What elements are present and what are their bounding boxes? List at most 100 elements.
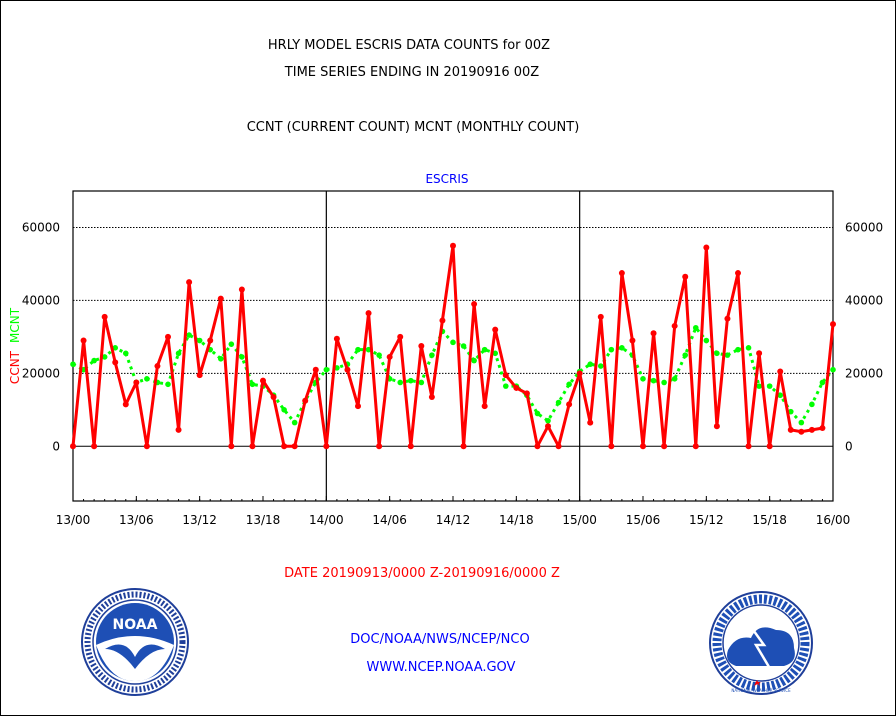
data-point-ccnt — [777, 368, 784, 375]
series-line-ccnt — [71, 244, 835, 448]
data-point-ccnt — [112, 359, 119, 366]
noaa-logo: NOAA — [81, 588, 189, 696]
data-point-ccnt — [70, 443, 76, 450]
y-tick-label-left: 60000 — [22, 220, 60, 234]
plot-title: ESCRIS — [425, 172, 469, 186]
y-tick-label-right: 0 — [845, 439, 853, 453]
y-tick-label-left: 0 — [52, 439, 60, 453]
x-tick-label: 15/06 — [626, 513, 661, 527]
y-tick-label-left: 20000 — [22, 366, 60, 380]
data-point-ccnt — [787, 426, 794, 433]
data-point-ccnt — [830, 321, 836, 328]
data-point-ccnt — [428, 394, 435, 401]
y-tick-label-left: 40000 — [22, 293, 60, 307]
x-tick-label: 13/00 — [56, 513, 91, 527]
data-point-mcnt — [323, 366, 330, 373]
data-point-mcnt — [122, 350, 129, 357]
data-point-ccnt — [798, 428, 805, 435]
data-point-ccnt — [355, 403, 361, 410]
data-point-ccnt — [418, 343, 425, 349]
data-point-mcnt — [640, 376, 646, 382]
website-link[interactable]: WWW.NCEP.NOAA.GOV — [366, 660, 516, 675]
x-tick-label: 14/12 — [436, 513, 471, 527]
data-point-ccnt — [566, 401, 573, 408]
data-point-ccnt — [154, 363, 161, 370]
data-point-ccnt — [217, 295, 224, 302]
data-point-ccnt — [682, 273, 689, 280]
data-point-ccnt — [576, 370, 583, 377]
y-tick-label-right: 60000 — [845, 220, 883, 234]
data-point-ccnt — [502, 372, 509, 379]
data-point-mcnt — [745, 345, 752, 351]
data-point-ccnt — [302, 397, 309, 404]
data-point-ccnt — [555, 443, 562, 450]
data-point-ccnt — [80, 337, 87, 344]
data-point-mcnt — [144, 376, 150, 382]
data-point-mcnt — [376, 352, 382, 358]
data-point-ccnt — [186, 279, 193, 286]
data-point-ccnt — [312, 366, 319, 373]
data-point-mcnt — [460, 343, 467, 349]
data-point-mcnt — [502, 383, 509, 389]
data-point-mcnt — [798, 419, 805, 426]
data-point-mcnt — [766, 383, 773, 389]
chart-subtitle: CCNT (CURRENT COUNT) MCNT (MONTHLY COUNT… — [246, 120, 580, 135]
data-point-mcnt — [165, 381, 171, 388]
data-point-mcnt — [186, 332, 192, 338]
data-point-ccnt — [270, 394, 277, 401]
data-point-mcnt — [471, 357, 477, 364]
x-tick-label: 15/00 — [562, 513, 597, 527]
data-point-mcnt — [661, 379, 667, 386]
data-point-mcnt — [735, 346, 741, 353]
data-point-mcnt — [787, 408, 794, 415]
data-point-ccnt — [291, 443, 298, 450]
data-point-mcnt — [756, 383, 762, 389]
data-point-mcnt — [682, 352, 689, 358]
data-point-ccnt — [523, 390, 530, 397]
noaa-logo-text: NOAA — [113, 617, 158, 633]
data-point-mcnt — [692, 324, 699, 331]
data-point-mcnt — [70, 361, 76, 368]
data-point-mcnt — [196, 337, 203, 344]
data-point-ccnt — [692, 443, 699, 450]
data-point-mcnt — [397, 379, 404, 386]
date-range-label: DATE 20190913/0000 Z-20190916/0000 Z — [284, 566, 560, 581]
y-tick-label-right: 40000 — [845, 293, 883, 307]
x-tick-label: 15/18 — [752, 513, 787, 527]
data-point-ccnt — [724, 315, 731, 322]
org-line: DOC/NOAA/NWS/NCEP/NCO — [350, 632, 530, 647]
data-point-ccnt — [713, 423, 720, 430]
nws-logo: NATIONAL WEATHER SERVICE — [709, 591, 813, 695]
data-point-ccnt — [333, 335, 340, 342]
data-point-ccnt — [238, 286, 245, 293]
data-point-ccnt — [545, 423, 551, 430]
data-point-mcnt — [703, 337, 710, 344]
nws-logo-text: NATIONAL WEATHER SERVICE — [731, 688, 791, 693]
data-point-ccnt — [735, 270, 741, 277]
x-tick-label: 13/12 — [182, 513, 217, 527]
data-point-mcnt — [407, 377, 414, 384]
data-point-ccnt — [745, 443, 752, 450]
data-point-mcnt — [555, 399, 562, 406]
data-point-ccnt — [460, 443, 467, 450]
data-point-ccnt — [534, 443, 541, 450]
data-point-ccnt — [196, 372, 203, 379]
data-point-mcnt — [481, 346, 488, 353]
data-point-ccnt — [175, 426, 182, 433]
x-tick-label: 15/12 — [689, 513, 724, 527]
data-point-ccnt — [587, 419, 594, 426]
data-point-mcnt — [112, 345, 119, 351]
data-point-ccnt — [618, 270, 625, 277]
data-point-mcnt — [418, 379, 425, 386]
x-tick-label: 14/18 — [499, 513, 534, 527]
data-point-ccnt — [143, 443, 150, 450]
data-point-mcnt — [777, 392, 784, 399]
data-point-mcnt — [650, 377, 657, 384]
data-point-ccnt — [207, 337, 214, 344]
data-point-mcnt — [291, 419, 298, 426]
data-point-ccnt — [101, 313, 108, 320]
data-point-mcnt — [809, 401, 815, 408]
data-point-ccnt — [450, 242, 456, 249]
data-point-mcnt — [608, 346, 615, 353]
data-point-ccnt — [344, 366, 351, 373]
